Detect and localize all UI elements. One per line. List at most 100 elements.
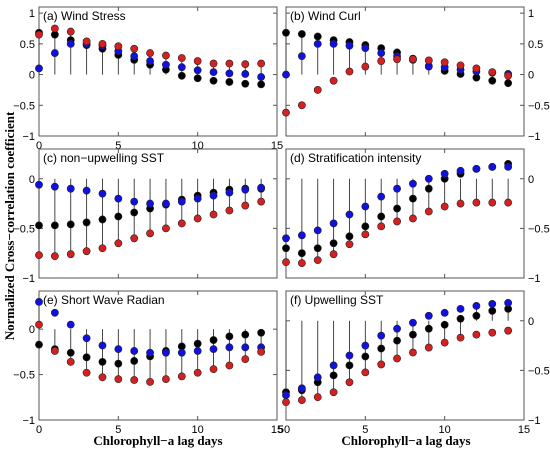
y-tick-label: −1 <box>22 273 35 285</box>
point-red <box>297 396 306 405</box>
point-black <box>82 218 91 227</box>
point-black <box>193 339 202 348</box>
y-tick-label: −0.5 <box>528 223 550 235</box>
point-black <box>130 357 139 365</box>
point-blue <box>130 197 139 206</box>
point-black <box>329 239 338 248</box>
point-blue <box>377 49 386 57</box>
point-red <box>377 360 386 369</box>
y-tick-label: −1 <box>22 131 35 143</box>
point-blue <box>329 361 338 370</box>
point-red <box>146 377 154 386</box>
point-blue <box>329 219 338 228</box>
point-red <box>313 86 322 94</box>
point-red <box>361 230 370 239</box>
point-red <box>209 365 218 374</box>
point-red <box>456 199 465 208</box>
y-tick-label: 0 <box>528 70 534 82</box>
point-blue <box>146 199 154 208</box>
x-tick-label: 10 <box>439 424 451 436</box>
point-black <box>66 348 75 357</box>
point-red <box>98 39 107 48</box>
point-blue <box>35 64 43 73</box>
point-blue <box>66 184 75 193</box>
point-red <box>282 398 290 407</box>
y-tick-label: −0.5 <box>528 365 550 377</box>
point-black <box>313 244 322 253</box>
point-blue <box>440 169 449 178</box>
point-blue <box>257 183 266 192</box>
point-red <box>162 224 170 233</box>
panel-2: 1 0.5 0 −0.5 −1 (b) Wind Curl <box>282 6 550 143</box>
series-red <box>35 24 266 69</box>
point-red <box>114 42 123 51</box>
point-black <box>98 357 107 366</box>
point-red <box>409 55 417 64</box>
point-black <box>488 306 497 315</box>
point-red <box>440 338 449 347</box>
point-blue <box>209 191 218 200</box>
panel-title: (f) Upwelling SST <box>290 293 384 307</box>
point-blue <box>193 194 202 203</box>
point-blue <box>35 298 43 306</box>
point-blue <box>297 52 306 61</box>
point-black <box>282 28 290 37</box>
x-tick-label: 50 <box>278 424 290 436</box>
point-red <box>50 24 59 33</box>
x-tick-label: 10 <box>192 424 204 436</box>
point-blue <box>472 164 481 173</box>
point-red <box>177 219 186 228</box>
point-black <box>329 371 338 380</box>
point-blue <box>282 391 290 400</box>
series-red <box>282 198 513 268</box>
point-blue <box>488 299 497 308</box>
panel-3: 0 −0.5 −1 (c) non−upwelling SST <box>13 148 278 285</box>
point-red <box>162 51 170 60</box>
point-blue <box>424 174 433 183</box>
x-tick-label: 5 <box>115 140 121 152</box>
panels: 0 5 10 15 1 0.5 0 −0.5 −1 (a) Wind Stress 1 0.5 0 −0.… <box>13 6 550 436</box>
series-red <box>35 320 266 386</box>
y-tick-label: 1 <box>29 8 35 20</box>
series-blue <box>282 162 513 243</box>
panel-title: (d) Stratification intensity <box>290 151 421 165</box>
point-red <box>66 27 75 36</box>
point-blue <box>313 373 322 382</box>
point-black <box>35 340 43 349</box>
point-blue <box>98 189 107 198</box>
point-red <box>361 368 370 377</box>
point-red <box>209 210 218 219</box>
point-blue <box>162 60 170 69</box>
x-tick-label: 15 <box>518 424 530 436</box>
point-blue <box>193 347 202 355</box>
point-blue <box>241 70 250 78</box>
point-black <box>472 311 481 320</box>
point-blue <box>313 39 322 48</box>
point-red <box>440 202 449 211</box>
point-blue <box>50 308 59 317</box>
point-blue <box>257 73 266 81</box>
y-tick-label: −0.5 <box>13 100 35 112</box>
series-blue <box>282 299 513 400</box>
point-blue <box>82 334 91 343</box>
point-black <box>504 79 513 88</box>
point-black <box>297 30 306 38</box>
point-black <box>488 76 497 85</box>
point-blue <box>177 348 186 357</box>
point-blue <box>456 166 465 175</box>
point-blue <box>114 345 123 354</box>
point-blue <box>456 304 465 313</box>
point-blue <box>297 384 306 393</box>
point-blue <box>193 66 202 75</box>
y-axis-title: Normalized Cross−correlation coefficient <box>2 111 17 340</box>
point-red <box>456 61 465 70</box>
point-black <box>424 184 433 193</box>
point-blue <box>130 347 139 355</box>
y-tick-label: −1 <box>528 415 541 427</box>
y-tick-label: 0.5 <box>20 39 35 51</box>
point-black <box>393 204 401 213</box>
point-red <box>488 198 497 207</box>
point-red <box>329 76 338 85</box>
